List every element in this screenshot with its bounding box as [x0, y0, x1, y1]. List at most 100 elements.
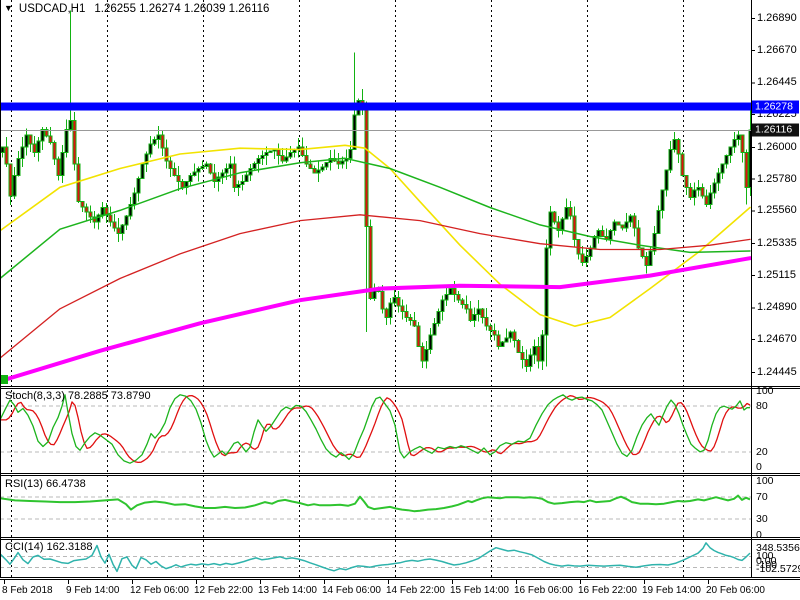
chart-dropdown-arrow-icon[interactable]: ▼	[4, 3, 13, 13]
candle	[552, 211, 557, 225]
candle	[260, 150, 265, 165]
cci-axis-label: -102.5729	[756, 562, 800, 575]
candle	[168, 156, 173, 178]
candle	[200, 160, 205, 170]
candle	[472, 307, 477, 327]
candle	[116, 218, 121, 242]
candle	[596, 228, 601, 244]
candle	[404, 304, 409, 323]
candle	[504, 328, 509, 343]
time-tick-label: 9 Feb 14:00	[66, 585, 120, 596]
candle	[516, 339, 521, 354]
ma-red	[0, 214, 751, 359]
candle	[204, 161, 209, 169]
candle	[24, 128, 29, 156]
cci-axis-label: 348.5356	[756, 542, 800, 554]
candle	[456, 291, 461, 304]
ma-lines-layer	[0, 144, 751, 384]
price-tick-label: 1.26000	[757, 140, 797, 153]
candle	[32, 136, 37, 158]
candle	[284, 147, 289, 163]
candle	[704, 189, 709, 208]
cci-axis-label: 100	[756, 549, 774, 562]
candle	[176, 166, 181, 191]
candle	[160, 129, 165, 157]
ma-yellow	[0, 144, 751, 328]
candle	[312, 165, 317, 174]
candle	[712, 178, 717, 199]
time-tick-label: 16 Feb 22:00	[578, 585, 637, 596]
price-tick-label: 1.24445	[757, 365, 797, 378]
rsi-axis-label: 0	[756, 529, 762, 541]
candle	[108, 206, 113, 227]
candle	[620, 224, 625, 231]
candle	[16, 151, 21, 177]
candle	[744, 149, 749, 205]
stoch-d-line	[0, 394, 751, 464]
candle	[308, 159, 313, 169]
cci-label: CCI(14) 162.3188	[5, 541, 93, 553]
candle	[724, 154, 729, 169]
candle	[624, 212, 629, 232]
candle	[212, 164, 217, 188]
rsi-axis-label: 100	[756, 475, 774, 487]
candle	[444, 285, 449, 307]
candle	[236, 180, 241, 197]
chart-ohlc-values: 1.26255 1.26274 1.26039 1.26116	[94, 3, 270, 15]
candle	[152, 136, 157, 147]
axis-ticks	[4, 17, 755, 584]
ma-green	[0, 157, 751, 280]
candle	[564, 198, 569, 220]
candle	[12, 166, 17, 199]
candle	[440, 295, 445, 321]
candle	[668, 140, 673, 173]
candle	[272, 148, 277, 159]
candle	[396, 291, 401, 313]
candle	[656, 205, 661, 235]
price-tick-label: 1.25560	[757, 204, 797, 217]
candle	[736, 130, 741, 146]
cci-axis-label: 0.00	[756, 554, 777, 567]
candle	[28, 134, 33, 153]
rsi-line	[0, 494, 751, 513]
candle	[508, 330, 513, 343]
rsi-axis-label: 70	[756, 491, 768, 504]
candle	[124, 214, 129, 231]
candle	[164, 139, 169, 169]
candle	[20, 136, 25, 167]
candle	[96, 213, 101, 230]
day-gridlines	[11, 0, 684, 578]
price-tag-current: 1.26116	[752, 123, 799, 137]
candle	[360, 88, 365, 115]
candle	[224, 163, 229, 180]
candle	[248, 163, 253, 182]
candle	[496, 330, 501, 350]
candle	[680, 151, 685, 177]
candle	[188, 173, 193, 186]
price-tick-label: 1.26445	[757, 76, 797, 89]
stoch-axis-label: 0	[756, 461, 762, 473]
candle	[136, 176, 141, 202]
candle	[556, 215, 561, 238]
stochastic-series	[0, 394, 751, 464]
time-tick-label: 12 Feb 22:00	[194, 585, 253, 596]
chart-title: ▼ USDCAD,H1 1.26255 1.26274 1.26039 1.2611…	[4, 3, 269, 15]
candle	[392, 288, 397, 307]
candle	[740, 134, 745, 163]
candle	[280, 147, 285, 164]
candle	[660, 189, 665, 219]
candle	[156, 125, 161, 149]
time-tick-label: 14 Feb 22:00	[386, 585, 445, 596]
candle	[56, 156, 61, 181]
candle	[716, 167, 721, 191]
stochastic-label: Stoch(8,3,3) 78.2885 73.8790	[5, 390, 151, 402]
candle	[36, 137, 41, 162]
candle	[528, 348, 533, 372]
candle	[372, 283, 377, 301]
corner-marker	[1, 375, 8, 384]
rsi-axis-label: 30	[756, 512, 768, 525]
candles-layer	[0, 10, 751, 372]
ma-magenta	[0, 256, 751, 384]
candle	[628, 214, 633, 227]
